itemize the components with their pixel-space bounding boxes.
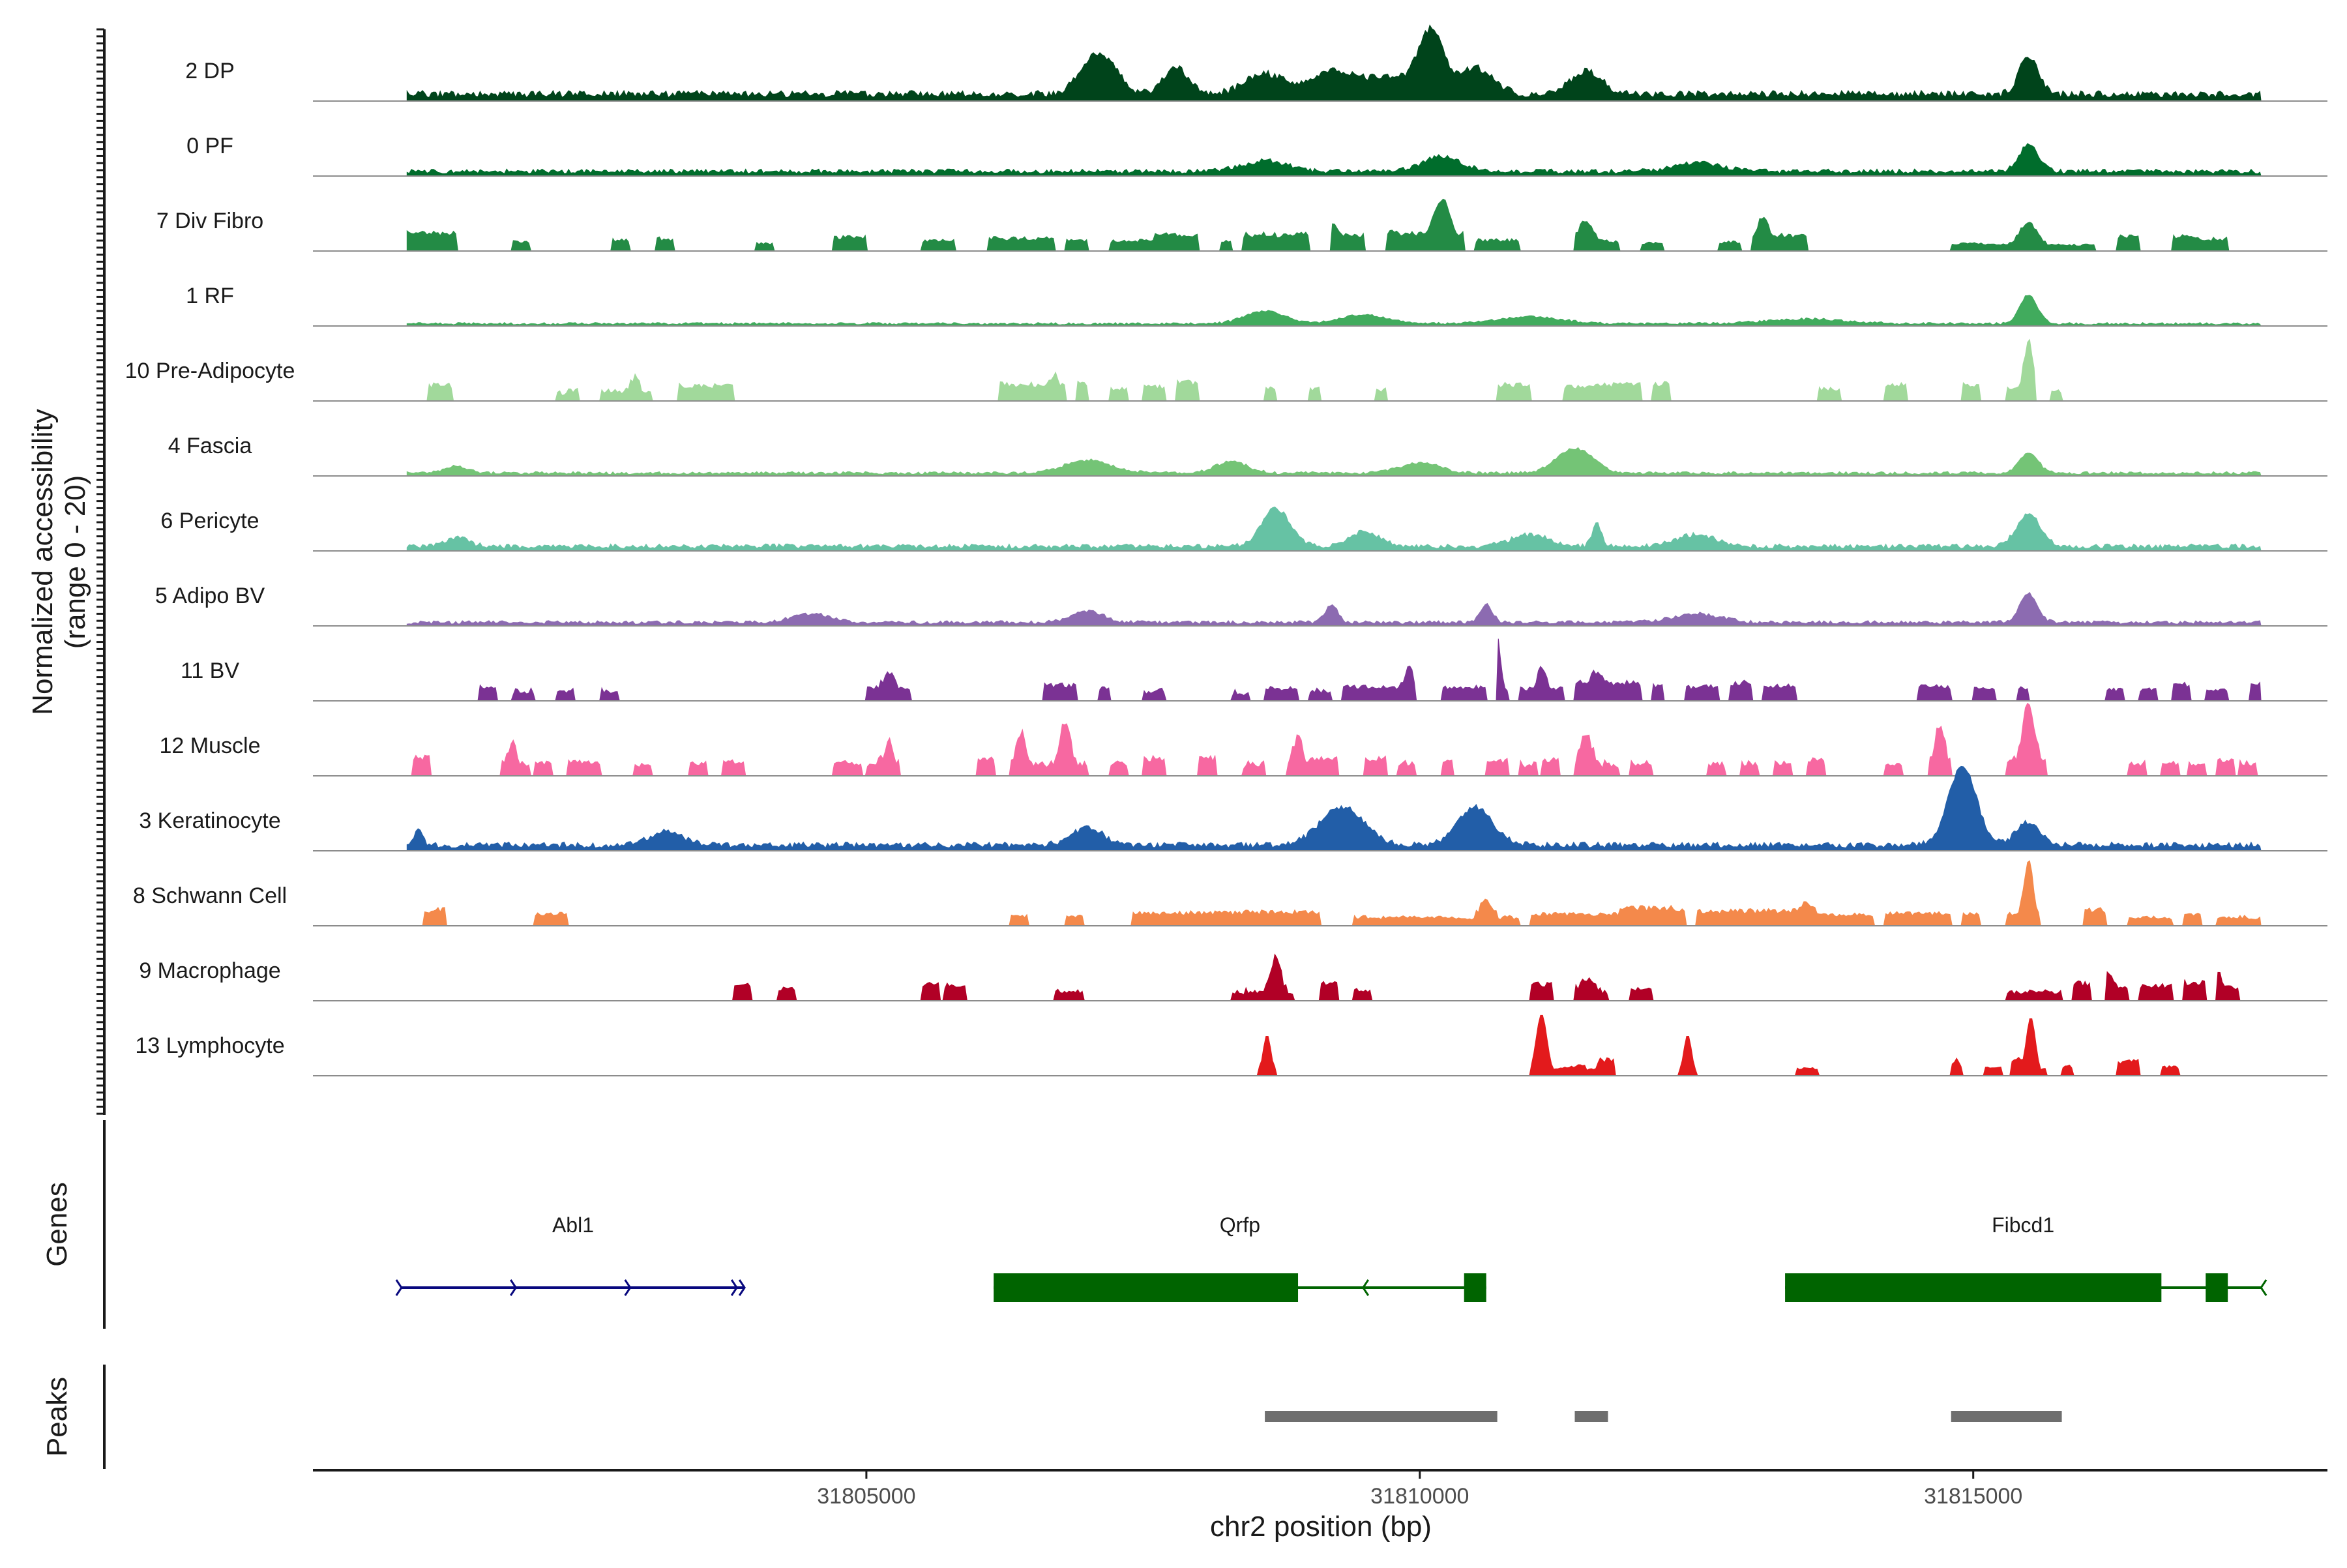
- track-6: 6 Pericyte: [160, 507, 2327, 552]
- gene-exon: [1785, 1273, 2162, 1302]
- gene-exon: [1464, 1273, 1486, 1302]
- strand-arrow: [730, 1279, 738, 1296]
- coverage-area: [406, 295, 2262, 327]
- strand-arrow: [510, 1279, 518, 1296]
- coverage-tracks: 2 DP 0 PF 7 Div Fibro 1 RF 10 Pre-Adipocyte 4…: [125, 24, 2327, 1076]
- peak-region: [1574, 1411, 1608, 1422]
- coverage-area: [406, 591, 2262, 627]
- coverage-area: [406, 765, 2262, 851]
- peak-region: [1951, 1411, 2062, 1422]
- track-5: 4 Fascia: [168, 434, 2327, 477]
- track-8: 11 BV: [181, 638, 2327, 702]
- track-label: 12 Muscle: [160, 733, 261, 758]
- track-label: 6 Pericyte: [160, 509, 259, 533]
- gene-qrfp: Qrfp: [994, 1213, 1486, 1302]
- coverage-area: [406, 198, 2262, 252]
- track-9: 12 Muscle: [160, 702, 2327, 777]
- track-label: 7 Div Fibro: [156, 209, 263, 233]
- track-1: 0 PF: [186, 134, 2327, 177]
- accessibility-y-axis: Normalized accessibility (range 0 - 20): [27, 28, 106, 1115]
- track-label: 4 Fascia: [168, 434, 252, 458]
- track-4: 10 Pre-Adipocyte: [125, 338, 2327, 402]
- track-11: 8 Schwann Cell: [133, 860, 2327, 926]
- position-x-axis: chr2 position (bp) 31805000 31810000 31815…: [313, 1469, 2327, 1543]
- gene-label: Qrfp: [1220, 1213, 1260, 1237]
- genes-track-title: Genes: [41, 1182, 73, 1267]
- track-label: 0 PF: [186, 134, 233, 158]
- gene-label: Abl1: [552, 1213, 594, 1237]
- x-tick-label: 31805000: [817, 1484, 915, 1509]
- track-13: 13 Lymphocyte: [135, 1014, 2327, 1076]
- coverage-area: [407, 1014, 2262, 1076]
- x-axis-title: chr2 position (bp): [1210, 1511, 1432, 1543]
- coverage-area: [407, 338, 2262, 402]
- strand-arrow: [2260, 1279, 2267, 1296]
- track-0: 2 DP: [185, 24, 2327, 102]
- track-label: 13 Lymphocyte: [135, 1033, 284, 1058]
- x-tick-label: 31815000: [1924, 1484, 2022, 1509]
- track-label: 10 Pre-Adipocyte: [125, 359, 295, 383]
- peak-region: [1265, 1411, 1498, 1422]
- track-7: 5 Adipo BV: [155, 584, 2327, 627]
- track-12: 9 Macrophage: [139, 953, 2327, 1001]
- strand-arrow: [624, 1279, 632, 1296]
- y-axis-title-line1: Normalized accessibility: [27, 409, 59, 715]
- peaks-track: Peaks: [41, 1365, 2062, 1469]
- strand-arrow: [1361, 1279, 1370, 1296]
- track-3: 1 RF: [186, 284, 2327, 327]
- peaks-track-title: Peaks: [41, 1377, 73, 1457]
- coverage-area: [407, 953, 2262, 1001]
- gene-fibcd1: Fibcd1: [1785, 1213, 2267, 1302]
- coverage-area: [406, 447, 2262, 477]
- track-label: 5 Adipo BV: [155, 584, 265, 608]
- strand-arrow: [738, 1279, 746, 1296]
- track-label: 1 RF: [186, 284, 234, 308]
- coverage-area: [407, 860, 2262, 926]
- strand-arrow: [395, 1279, 403, 1296]
- gene-exon: [994, 1273, 1299, 1302]
- track-label: 9 Macrophage: [139, 958, 280, 983]
- track-label: 11 BV: [181, 658, 239, 683]
- coverage-area: [406, 507, 2262, 552]
- coverage-area: [407, 702, 2262, 777]
- genes-track: Genes Abl1 Qrfp Fibcd1: [41, 1120, 2267, 1329]
- track-label: 3 Keratinocyte: [139, 808, 280, 833]
- track-label: 2 DP: [185, 59, 235, 83]
- track-label: 8 Schwann Cell: [133, 883, 287, 908]
- coverage-area: [406, 143, 2262, 177]
- track-10: 3 Keratinocyte: [139, 765, 2327, 851]
- y-axis-title-line2: (range 0 - 20): [59, 475, 91, 649]
- coverage-area: [406, 24, 2262, 102]
- x-tick-label: 31810000: [1370, 1484, 1469, 1509]
- gene-exon: [2206, 1273, 2228, 1302]
- gene-abl1: Abl1: [395, 1213, 746, 1296]
- track-2: 7 Div Fibro: [156, 198, 2327, 252]
- coverage-area: [407, 638, 2262, 702]
- gene-label: Fibcd1: [1992, 1213, 2054, 1237]
